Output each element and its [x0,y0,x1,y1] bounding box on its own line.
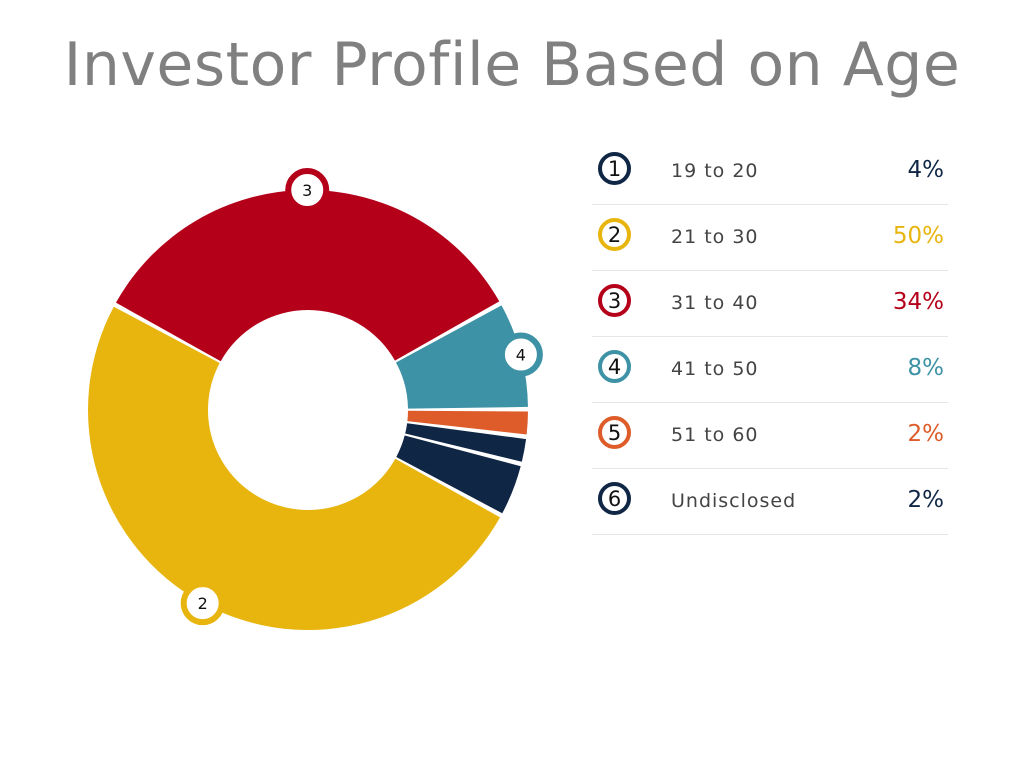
legend-label: Undisclosed [671,490,797,512]
legend-percent: 2% [907,487,945,513]
pie-slice-6 [405,423,527,462]
callout-circle [285,168,330,213]
callout-number: 3 [302,181,312,200]
callout-number: 4 [516,346,526,365]
chart-title: Investor Profile Based on Age [63,30,961,100]
legend-percent: 34% [892,289,944,315]
legend-label: 31 to 40 [671,292,759,314]
pie-slice-3 [115,190,500,362]
pie-slice-1 [396,435,521,514]
legend-row: 2 21 to 30 50% [592,205,948,271]
callout-number: 2 [198,594,208,613]
legend-number-badge: 2 [598,218,631,251]
legend-number-badge: 4 [598,350,631,383]
donut-chart: 2 3 4 [88,168,543,630]
callout-circle [180,581,225,626]
pie-slice-2 [88,306,501,630]
legend-percent: 8% [907,355,945,381]
legend-row: 6 Undisclosed 2% [592,469,948,535]
legend-row: 1 19 to 20 4% [592,139,948,205]
legend-row: 5 51 to 60 2% [592,403,948,469]
legend-number-badge: 6 [598,482,631,515]
legend-label: 21 to 30 [671,226,759,248]
legend-percent: 4% [907,157,945,183]
legend-label: 51 to 60 [671,424,759,446]
legend-number-badge: 1 [598,152,631,185]
legend-number-badge: 5 [598,416,631,449]
legend-label: 19 to 20 [671,160,759,182]
slice-callout-4: 4 [498,332,543,377]
slice-callout-3: 3 [285,168,330,213]
legend: 1 19 to 20 4% 2 21 to 30 50% 3 31 to 40 34% 4 41 t… [592,139,948,535]
legend-number-badge: 3 [598,284,631,317]
legend-percent: 50% [892,223,944,249]
legend-row: 3 31 to 40 34% [592,271,948,337]
pie-slice-5 [407,410,528,435]
legend-row: 4 41 to 50 8% [592,337,948,403]
callout-circle [498,332,543,377]
slice-callout-2: 2 [180,581,225,626]
legend-percent: 2% [907,421,945,447]
pie-slice-4 [395,305,528,409]
legend-label: 41 to 50 [671,358,759,380]
